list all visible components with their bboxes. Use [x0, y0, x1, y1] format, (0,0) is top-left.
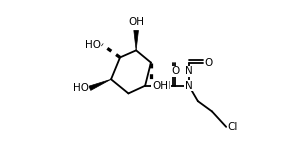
Text: N: N — [185, 66, 193, 76]
Text: O: O — [204, 58, 213, 68]
Text: O: O — [171, 66, 179, 76]
Text: Cl: Cl — [227, 122, 238, 132]
Text: NH: NH — [155, 81, 170, 91]
Polygon shape — [89, 79, 111, 90]
Text: OH: OH — [152, 81, 168, 91]
Text: HO: HO — [72, 83, 88, 93]
Polygon shape — [134, 30, 138, 50]
Text: N: N — [185, 81, 193, 91]
Text: HO: HO — [85, 40, 101, 50]
Text: OH: OH — [128, 16, 144, 27]
